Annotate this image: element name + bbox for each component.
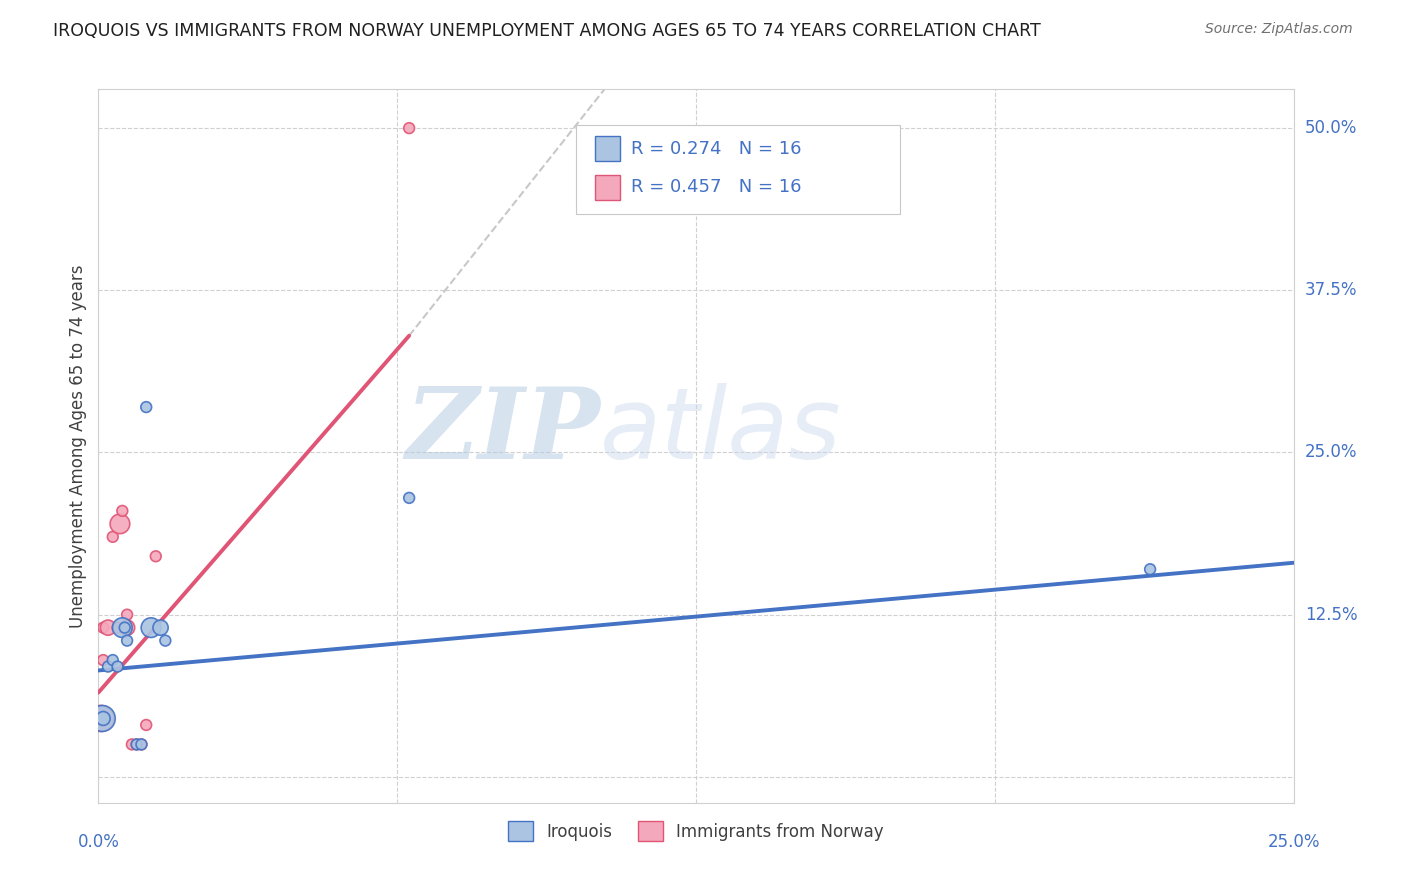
Point (155, 633, 177, 648)
Point (91, 711, 114, 725)
Point (115, 621, 138, 635)
Point (91, 653, 114, 667)
Point (145, 549, 167, 564)
Point (398, 491, 420, 505)
Text: R = 0.274   N = 16: R = 0.274 N = 16 (631, 140, 801, 158)
Point (97, 621, 120, 635)
Point (91, 711, 114, 725)
Point (121, 738, 143, 752)
Point (125, 738, 148, 752)
Text: 0.0%: 0.0% (77, 833, 120, 851)
Point (1139, 562, 1161, 576)
Point (139, 621, 162, 635)
Point (131, 738, 153, 752)
Point (107, 621, 129, 635)
Text: IROQUOIS VS IMMIGRANTS FROM NORWAY UNEMPLOYMENT AMONG AGES 65 TO 74 YEARS CORREL: IROQUOIS VS IMMIGRANTS FROM NORWAY UNEMP… (53, 22, 1042, 40)
Point (101, 653, 124, 667)
Point (135, 718, 157, 732)
Text: R = 0.457   N = 16: R = 0.457 N = 16 (631, 178, 801, 196)
Point (101, 530, 124, 544)
Point (115, 607, 138, 622)
Point (91, 621, 114, 635)
Text: ZIP: ZIP (405, 384, 600, 480)
Text: Source: ZipAtlas.com: Source: ZipAtlas.com (1205, 22, 1353, 37)
Text: 25.0%: 25.0% (1305, 443, 1357, 461)
Legend: Iroquois, Immigrants from Norway: Iroquois, Immigrants from Norway (502, 814, 890, 848)
Text: 37.5%: 37.5% (1305, 281, 1357, 300)
Text: atlas: atlas (600, 384, 842, 480)
Point (125, 738, 148, 752)
Point (135, 400, 157, 414)
Text: 25.0%: 25.0% (1267, 833, 1320, 851)
Point (111, 504, 134, 518)
Point (114, 621, 136, 635)
Point (97, 659, 120, 673)
Text: 12.5%: 12.5% (1305, 606, 1357, 624)
Point (115, 633, 138, 648)
Point (108, 516, 131, 531)
Point (149, 621, 172, 635)
Point (398, 121, 420, 136)
Text: 50.0%: 50.0% (1305, 120, 1357, 137)
Point (111, 621, 134, 635)
Point (90, 711, 112, 725)
Point (131, 738, 153, 752)
Point (107, 659, 129, 673)
Y-axis label: Unemployment Among Ages 65 to 74 years: Unemployment Among Ages 65 to 74 years (69, 264, 87, 628)
